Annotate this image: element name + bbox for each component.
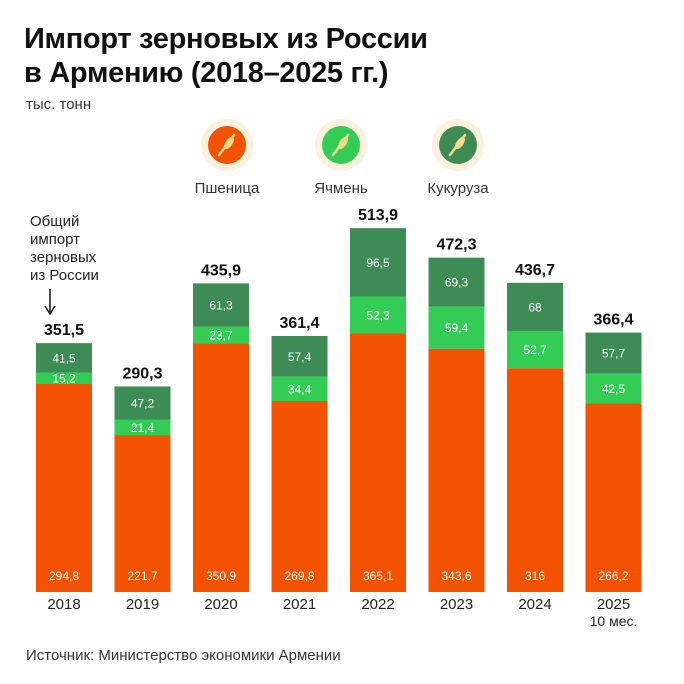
x-tick-sublabel: 10 мес. xyxy=(590,613,638,629)
unit-label: тыс. тонн xyxy=(26,96,92,113)
data-label: 61,3 xyxy=(209,299,233,313)
x-tick-label: 2018 xyxy=(47,596,80,613)
bar-barley xyxy=(114,419,171,436)
data-label: 69,3 xyxy=(445,276,469,290)
total-label: 513,9 xyxy=(358,207,398,224)
total-label: 472,3 xyxy=(436,237,476,254)
x-tick-label: 2025 xyxy=(597,596,630,613)
data-label: 41,5 xyxy=(52,351,76,365)
bar-barley xyxy=(36,372,92,384)
bar-wheat xyxy=(428,348,485,592)
data-label: 343,6 xyxy=(441,569,471,583)
bar-barley xyxy=(585,373,642,404)
bar-corn xyxy=(36,343,92,373)
bar-corn xyxy=(585,332,642,374)
data-label: 52,7 xyxy=(523,343,547,357)
bar-corn xyxy=(114,386,171,420)
bar-corn xyxy=(507,282,563,331)
source-note: Источник: Министерство экономики Армении xyxy=(26,647,341,664)
chart-title: Импорт зерновых из России в Армению (201… xyxy=(24,22,428,90)
data-label: 23,7 xyxy=(209,329,233,343)
data-label: 221,7 xyxy=(127,569,157,583)
data-label: 294,8 xyxy=(49,569,79,583)
total-label: 435,9 xyxy=(201,262,241,279)
bar-barley xyxy=(350,296,406,334)
bar-barley xyxy=(507,330,563,369)
x-tick-label: 2021 xyxy=(283,596,316,613)
data-label: 21,4 xyxy=(131,421,155,435)
total-label: 290,3 xyxy=(122,365,162,382)
x-tick-label: 2020 xyxy=(204,596,237,613)
bar-wheat xyxy=(507,368,563,592)
data-label: 42,5 xyxy=(602,382,626,396)
bar-wheat xyxy=(271,400,328,592)
bar-wheat xyxy=(193,343,249,592)
bar-wheat xyxy=(114,435,171,592)
bar-corn xyxy=(193,283,249,327)
bar-corn xyxy=(428,257,485,307)
data-label: 34,4 xyxy=(288,382,312,396)
title-line-1: Импорт зерновых из России xyxy=(24,23,428,55)
legend-label: Ячмень xyxy=(314,180,368,197)
data-label: 15,2 xyxy=(52,371,76,385)
total-label: 366,4 xyxy=(593,312,633,329)
bar-wheat xyxy=(350,333,406,592)
total-label: 351,5 xyxy=(44,322,84,339)
data-label: 52,3 xyxy=(366,308,390,322)
bar-corn xyxy=(271,335,328,377)
bar-wheat xyxy=(36,383,92,592)
legend-glyph xyxy=(338,136,348,150)
bar-corn xyxy=(350,228,406,297)
data-label: 59,4 xyxy=(445,321,469,335)
data-label: 266,2 xyxy=(598,569,628,583)
data-label: 47,2 xyxy=(131,397,155,411)
arrow-head-icon xyxy=(44,305,56,316)
legend-label: Пшеница xyxy=(195,180,260,197)
annotation-line: зерновых xyxy=(30,249,97,266)
annotation-line: из России xyxy=(30,267,99,284)
data-label: 365,1 xyxy=(363,569,393,583)
legend-glyph xyxy=(224,136,234,150)
total-annotation: Общий импорт зерновых из России xyxy=(30,213,99,285)
annotation-line: импорт xyxy=(30,231,81,248)
data-label: 269,8 xyxy=(284,569,314,583)
x-tick-label: 2024 xyxy=(518,596,551,613)
title-line-2: в Армению (2018–2025 гг.) xyxy=(24,57,389,89)
data-label: 57,7 xyxy=(602,347,626,361)
legend-glyph xyxy=(455,136,465,150)
bar-barley xyxy=(271,376,328,401)
x-tick-label: 2019 xyxy=(126,596,159,613)
data-label: 350,9 xyxy=(206,569,236,583)
bar-wheat xyxy=(585,403,642,592)
total-label: 436,7 xyxy=(515,262,555,279)
x-tick-label: 2023 xyxy=(440,596,473,613)
x-tick-label: 2022 xyxy=(361,596,394,613)
data-label: 68 xyxy=(528,300,542,314)
legend-label: Кукуруза xyxy=(427,180,489,197)
bar-barley xyxy=(428,306,485,349)
annotation-line: Общий xyxy=(30,213,80,230)
data-label: 316 xyxy=(525,569,545,583)
total-label: 361,4 xyxy=(279,315,319,332)
data-label: 96,5 xyxy=(366,256,390,270)
bar-barley xyxy=(193,326,249,344)
data-label: 57,4 xyxy=(288,350,312,364)
